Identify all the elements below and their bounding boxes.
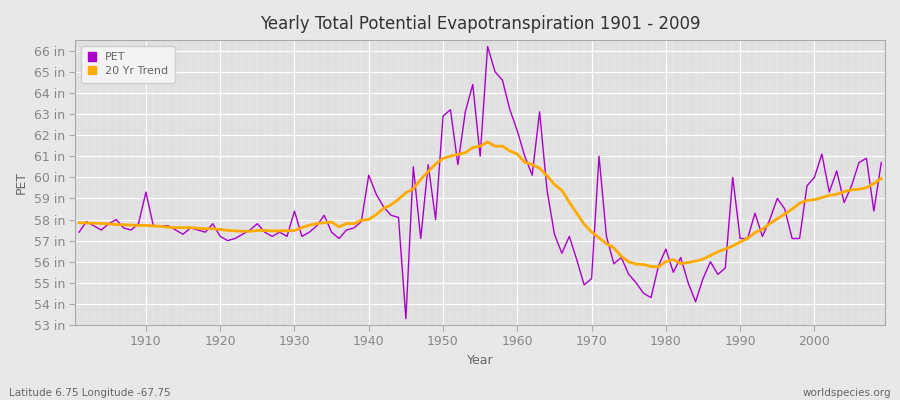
Line: 20 Yr Trend: 20 Yr Trend bbox=[79, 142, 881, 267]
Line: PET: PET bbox=[79, 46, 881, 319]
PET bbox=[876, 160, 886, 165]
PET bbox=[616, 255, 626, 260]
20 Yr Trend bbox=[653, 264, 664, 269]
PET bbox=[400, 316, 411, 321]
Y-axis label: PET: PET bbox=[15, 171, 28, 194]
Legend: PET, 20 Yr Trend: PET, 20 Yr Trend bbox=[81, 46, 176, 82]
20 Yr Trend bbox=[608, 245, 619, 250]
PET bbox=[482, 44, 493, 49]
20 Yr Trend bbox=[512, 152, 523, 156]
PET bbox=[341, 228, 352, 232]
20 Yr Trend bbox=[519, 160, 530, 165]
PET bbox=[74, 230, 85, 234]
20 Yr Trend bbox=[74, 220, 85, 225]
Text: Latitude 6.75 Longitude -67.75: Latitude 6.75 Longitude -67.75 bbox=[9, 388, 171, 398]
PET bbox=[296, 234, 307, 239]
20 Yr Trend bbox=[341, 221, 352, 226]
20 Yr Trend bbox=[296, 225, 307, 230]
20 Yr Trend bbox=[133, 223, 144, 228]
PET bbox=[526, 173, 537, 178]
20 Yr Trend bbox=[876, 176, 886, 181]
Text: worldspecies.org: worldspecies.org bbox=[803, 388, 891, 398]
PET bbox=[519, 154, 530, 158]
X-axis label: Year: Year bbox=[467, 354, 493, 367]
20 Yr Trend bbox=[482, 140, 493, 144]
PET bbox=[133, 221, 144, 226]
Title: Yearly Total Potential Evapotranspiration 1901 - 2009: Yearly Total Potential Evapotranspiratio… bbox=[260, 15, 700, 33]
